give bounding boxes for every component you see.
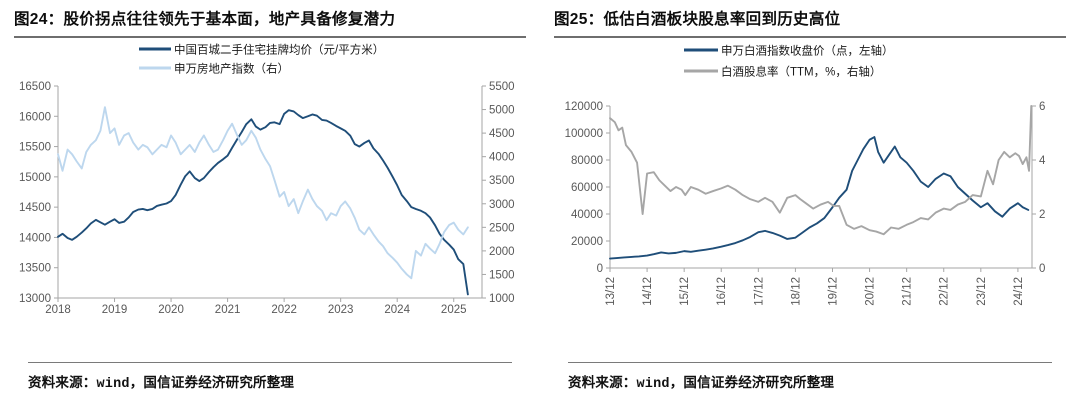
left-axis-tick-label: 20000 xyxy=(571,236,603,248)
x-axis-tick-label: 2025 xyxy=(441,304,467,316)
x-axis-tick-label: 22/12 xyxy=(939,277,951,306)
x-axis-tick-label: 21/12 xyxy=(902,277,914,306)
left-axis-tick-label: 14000 xyxy=(19,233,51,245)
legend-label-1: 申万白酒指数收盘价（点，左轴） xyxy=(721,44,894,58)
right-axis-tick-label: 0 xyxy=(1039,263,1045,275)
series-line-1 xyxy=(609,136,1030,260)
left-axis-tick-label: 13500 xyxy=(19,263,51,275)
x-axis-tick-label: 2019 xyxy=(102,304,128,316)
title-divider-24 xyxy=(14,36,526,39)
right-axis-tick-label: 1000 xyxy=(489,293,515,305)
left-axis-tick-label: 15000 xyxy=(19,172,51,184)
source-divider-24 xyxy=(28,361,512,363)
right-axis-tick-label: 5000 xyxy=(489,105,515,117)
left-axis-tick-label: 60000 xyxy=(571,182,603,194)
figure-panel-24: 图24：股价拐点往往领先于基本面，地产具备修复潜力 13000 13500 1400… xyxy=(14,11,526,392)
x-axis-tick-label: 14/12 xyxy=(642,277,654,306)
left-axis-tick-label: 14500 xyxy=(19,203,51,215)
left-axis-tick-label: 0 xyxy=(597,263,603,275)
x-axis-tick-label: 2023 xyxy=(328,304,354,316)
left-axis-tick-label: 120000 xyxy=(565,101,603,113)
chart-25-canvas: 0 20000 40000 60000 80000 100000 120000 0 2 4 6 13/… xyxy=(554,38,1066,354)
right-axis-tick-label: 2 xyxy=(1039,209,1045,221)
source-prefix-25: 资料来源： xyxy=(568,375,637,390)
series-line-2 xyxy=(57,106,469,280)
x-axis-tick-label: 24/12 xyxy=(1013,277,1025,306)
page-title-24: 图24：股价拐点往往领先于基本面，地产具备修复潜力 xyxy=(14,11,396,28)
right-axis-tick-label: 3000 xyxy=(489,199,515,211)
right-axis-tick-label: 6 xyxy=(1039,101,1045,113)
legend-label-2: 白酒股息率（TTM，%，右轴） xyxy=(721,65,881,79)
right-axis-tick-label: 4500 xyxy=(489,128,515,140)
series-line-1 xyxy=(57,109,469,296)
left-axis-tick-label: 16500 xyxy=(19,81,51,93)
x-axis-tick-label: 17/12 xyxy=(753,277,765,306)
title-divider-25 xyxy=(554,36,1066,39)
chart-24-canvas: 13000 13500 14000 14500 15000 15500 16000 16500… xyxy=(14,38,526,354)
right-axis-tick-label: 5500 xyxy=(489,81,515,93)
legend-label-2: 申万房地产指数（右） xyxy=(174,62,289,76)
source-db-24: wind xyxy=(96,377,130,392)
source-db-25: wind xyxy=(636,377,670,392)
right-axis-tick-label: 1500 xyxy=(489,270,515,282)
source-suffix-24: ，国信证券经济研究所整理 xyxy=(129,375,295,390)
legend-label-1: 中国百城二手住宅挂牌均价（元/平方米） xyxy=(174,43,384,57)
x-axis-tick-label: 2022 xyxy=(271,304,297,316)
x-axis-tick-label: 13/12 xyxy=(605,277,617,306)
left-axis-tick-label: 40000 xyxy=(571,209,603,221)
left-axis-tick-label: 13000 xyxy=(19,293,51,305)
source-note-24: 资料来源：wind，国信证券经济研究所整理 xyxy=(28,371,512,392)
chart-24-svg: 13000 13500 14000 14500 15000 15500 16000 16500… xyxy=(19,43,515,317)
x-axis-tick-label: 2020 xyxy=(158,304,184,316)
source-prefix-24: 资料来源： xyxy=(28,375,97,390)
left-axis-tick-label: 15500 xyxy=(19,142,51,154)
left-axis-tick-label: 100000 xyxy=(565,128,603,140)
left-axis-tick-label: 16000 xyxy=(19,112,51,124)
x-axis-tick-label: 2024 xyxy=(384,304,410,316)
x-axis-tick-label: 16/12 xyxy=(716,277,728,306)
right-axis-tick-label: 4 xyxy=(1039,155,1046,167)
figure-panel-25: 图25：低估白酒板块股息率回到历史高位 0 20000 40000 60000 8000… xyxy=(540,0,1080,402)
source-divider-25 xyxy=(568,361,1052,363)
page-title-25: 图25：低估白酒板块股息率回到历史高位 xyxy=(554,11,841,28)
x-axis-tick-label: 2018 xyxy=(45,304,71,316)
x-axis-tick-label: 23/12 xyxy=(976,277,988,306)
x-axis-tick-label: 19/12 xyxy=(827,277,839,306)
right-axis-tick-label: 2500 xyxy=(489,223,515,235)
series-line-2 xyxy=(609,105,1033,236)
x-axis-tick-label: 15/12 xyxy=(679,277,691,306)
x-axis-tick-label: 18/12 xyxy=(790,277,802,306)
right-axis-tick-label: 4000 xyxy=(489,152,515,164)
chart-25-svg: 0 20000 40000 60000 80000 100000 120000 0 2 4 6 13/… xyxy=(565,44,1046,306)
right-axis-tick-label: 3500 xyxy=(489,176,515,188)
x-axis-tick-label: 20/12 xyxy=(865,277,877,306)
right-axis-tick-label: 2000 xyxy=(489,246,515,258)
source-suffix-25: ，国信证券经济研究所整理 xyxy=(669,375,835,390)
left-axis-tick-label: 80000 xyxy=(571,155,603,167)
source-note-25: 资料来源：wind，国信证券经济研究所整理 xyxy=(568,371,1052,392)
x-axis-tick-label: 2021 xyxy=(215,304,241,316)
